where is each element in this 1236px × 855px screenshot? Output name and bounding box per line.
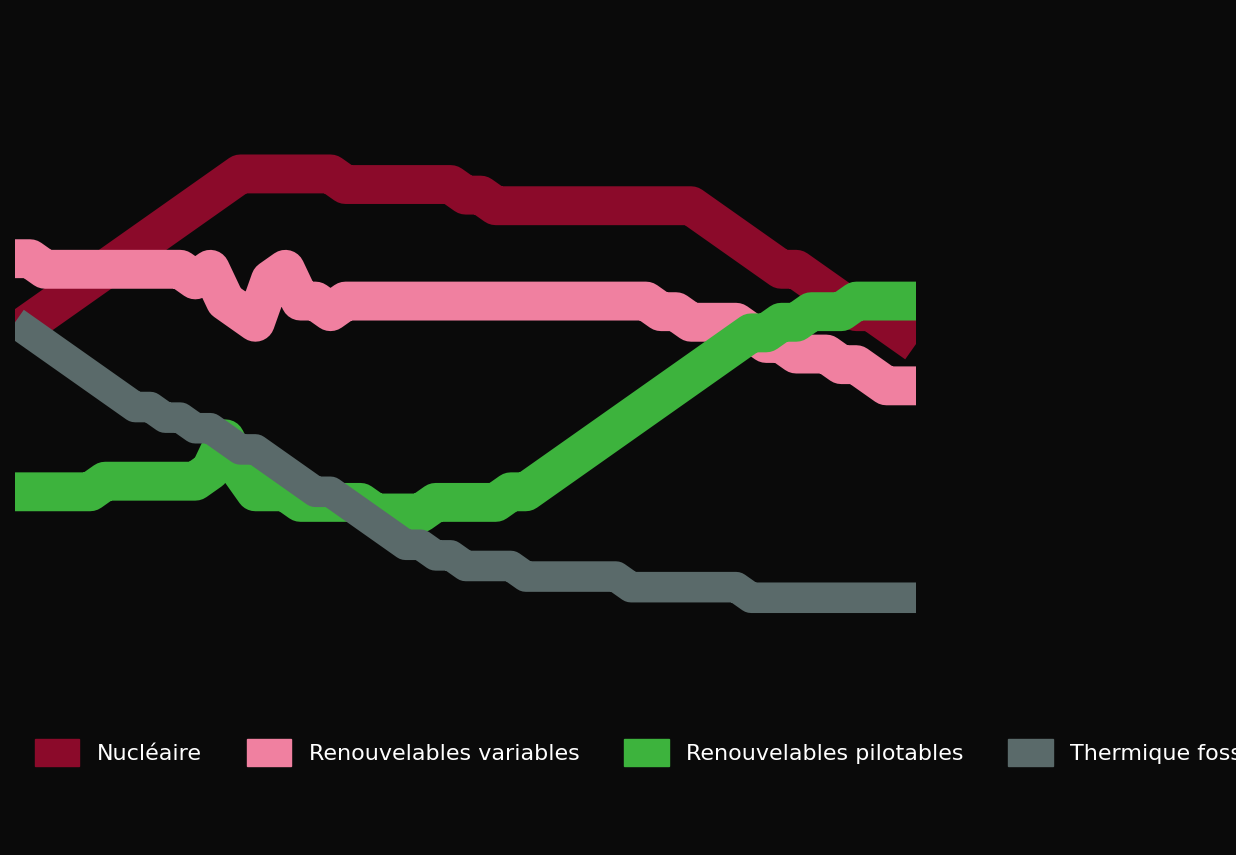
Legend: Nucléaire, Renouvelables variables, Renouvelables pilotables, Thermique fossile: Nucléaire, Renouvelables variables, Reno…: [26, 730, 1236, 775]
